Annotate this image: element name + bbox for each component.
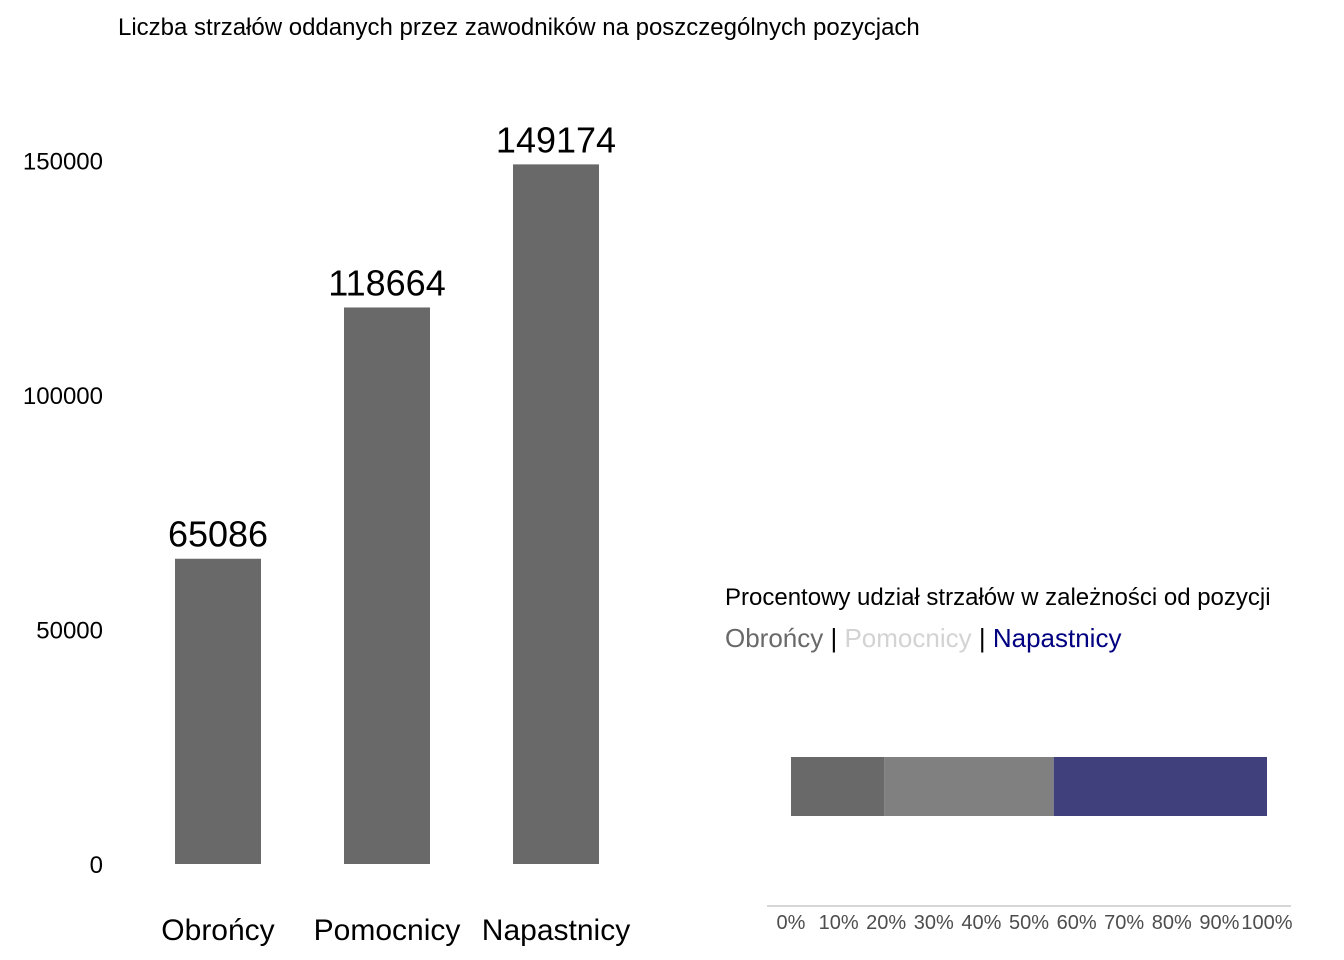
percent-tick-label: 30%: [914, 912, 954, 934]
bar-series: [175, 164, 599, 865]
percent-tick-label: 80%: [1152, 912, 1192, 934]
percent-tick-label: 20%: [866, 912, 906, 934]
y-tick-label: 0: [90, 852, 103, 879]
y-axis-ticks: 0 50000 100000 150000: [23, 149, 103, 880]
stacked-chart-title: Procentowy udział strzałów w zależności …: [725, 584, 1271, 611]
bar: [175, 558, 261, 864]
bar-value-label: 118664: [328, 262, 445, 303]
x-tick-label: Napastnicy: [482, 914, 630, 947]
stacked-percent-chart: Procentowy udział strzałów w zależności …: [725, 584, 1293, 934]
bar-data-labels: 65086 118664 149174: [168, 119, 616, 554]
stacked-segment: [1053, 757, 1267, 816]
x-tick-label: Pomocnicy: [314, 914, 461, 947]
bar-chart: Liczba strzałów oddanych przez zawodnikó…: [23, 14, 920, 947]
percent-tick-label: 100%: [1241, 912, 1292, 934]
x-axis-ticks: Obrońcy Pomocnicy Napastnicy: [161, 914, 630, 947]
y-tick-label: 150000: [23, 149, 103, 176]
percent-axis-ticks: 0% 10% 20% 30% 40% 50% 60% 70% 80% 90% 100%: [777, 912, 1293, 934]
bar-value-label: 65086: [168, 514, 268, 555]
legend-entry: Napastnicy: [993, 623, 1122, 653]
percent-tick-label: 90%: [1199, 912, 1239, 934]
bar: [344, 307, 430, 865]
chart-title: Liczba strzałów oddanych przez zawodnikó…: [118, 14, 920, 41]
y-tick-label: 100000: [23, 383, 103, 410]
legend-separator: |: [972, 623, 993, 653]
bar: [513, 164, 599, 864]
legend: Obrońcy | Pomocnicy | Napastnicy: [725, 623, 1121, 653]
percent-tick-label: 60%: [1057, 912, 1097, 934]
stacked-segments: [791, 757, 1267, 816]
y-tick-label: 50000: [36, 618, 103, 645]
stacked-segment: [884, 757, 1054, 816]
stacked-segment: [791, 757, 885, 816]
bar-value-label: 149174: [496, 119, 616, 160]
percent-tick-label: 70%: [1104, 912, 1144, 934]
legend-separator: |: [823, 623, 844, 653]
x-tick-label: Obrońcy: [161, 914, 274, 947]
legend-entry: Pomocnicy: [844, 623, 971, 653]
legend-entry: Obrońcy: [725, 623, 823, 653]
percent-tick-label: 50%: [1009, 912, 1049, 934]
percent-tick-label: 10%: [819, 912, 859, 934]
percent-tick-label: 40%: [961, 912, 1001, 934]
percent-tick-label: 0%: [777, 912, 806, 934]
